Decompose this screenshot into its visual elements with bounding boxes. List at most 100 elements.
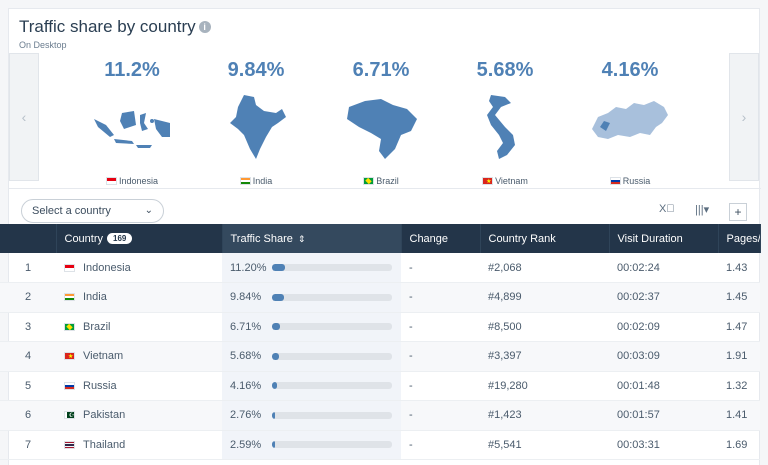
country-rank-cell: #8,500	[480, 312, 609, 342]
brazil-flag-icon	[64, 322, 75, 331]
share-bar-fill	[272, 382, 277, 390]
table-row[interactable]: 4 ★ Vietnam 5.68% - #3,397 00:03:09 1.91	[0, 341, 760, 372]
country-count-badge: 169	[107, 232, 133, 244]
subtitle: On Desktop	[19, 40, 67, 50]
slide-country: Brazil	[319, 176, 443, 186]
title-text: Traffic share by country	[19, 17, 196, 36]
traffic-share-cell: 6.71%	[222, 312, 401, 342]
chevron-down-icon: ⌄	[144, 205, 153, 216]
russia-flag-icon	[609, 177, 621, 185]
slide-share: 9.84%	[227, 59, 285, 81]
brazil-map-icon	[347, 99, 417, 159]
slide-share: 6.71%	[352, 59, 410, 81]
country-select[interactable]: Select a country ⌄	[21, 199, 164, 223]
share-bar	[272, 323, 392, 331]
header-country[interactable]: Country 169	[56, 224, 223, 253]
change-cell: -	[401, 312, 480, 342]
carousel-slide-india[interactable]: 9.84% India	[194, 53, 318, 186]
share-bar	[272, 411, 392, 419]
country-name: Thailand	[83, 438, 126, 451]
page-title: Traffic share by country i	[19, 17, 211, 37]
visit-duration-cell: 00:02:09	[609, 312, 718, 342]
change-cell: -	[401, 430, 480, 460]
row-number: 6	[0, 400, 56, 431]
slide-share: 11.2%	[104, 59, 160, 81]
carousel-next-button[interactable]: ›	[729, 53, 759, 181]
country-carousel: ‹ 11.2% Indonesia 9.84% India 6.71%	[9, 53, 761, 189]
share-value: 2.76%	[230, 409, 262, 422]
table-row[interactable]: 2 India 9.84% - #4,899 00:02:37 1.45	[0, 282, 760, 313]
share-value: 5.68%	[230, 350, 262, 363]
slide-label-text: Russia	[622, 176, 651, 186]
traffic-share-table: Country 169 Traffic Share ⇕ Change Countr…	[0, 224, 761, 460]
indonesia-flag-icon	[105, 177, 117, 185]
header-country-label: Country	[64, 232, 104, 245]
country-cell[interactable]: India	[56, 282, 222, 313]
share-bar	[272, 264, 392, 271]
share-bar-fill	[272, 293, 284, 301]
slide-share: 5.68%	[476, 59, 534, 81]
russia-flag-icon	[64, 381, 75, 390]
share-value: 4.16%	[230, 379, 262, 392]
visit-duration-cell: 00:01:48	[609, 371, 718, 401]
pages-cell: 1.69	[718, 430, 760, 460]
change-cell: -	[401, 400, 480, 431]
table-row[interactable]: 1 Indonesia 11.20% - #2,068 00:02:24 1.4…	[0, 253, 760, 283]
row-number: 3	[0, 312, 56, 342]
carousel-slide-russia[interactable]: 4.16% Russia	[568, 53, 692, 186]
pages-cell: 1.43	[718, 253, 760, 283]
country-rank-cell: #5,541	[480, 430, 609, 460]
header-change[interactable]: Change	[401, 224, 481, 253]
header-rank	[0, 224, 57, 253]
table-row[interactable]: 7 Thailand 2.59% - #5,541 00:03:31 1.69	[0, 430, 760, 460]
table-row[interactable]: 3 Brazil 6.71% - #8,500 00:02:09 1.47	[0, 312, 760, 342]
carousel-prev-button[interactable]: ‹	[9, 53, 39, 181]
country-cell[interactable]: Brazil	[56, 312, 222, 342]
slide-country: Indonesia	[70, 176, 194, 186]
brazil-flag-icon	[363, 177, 375, 185]
traffic-share-cell: 4.16%	[222, 371, 401, 401]
header-pages[interactable]: Pages/	[718, 224, 761, 253]
country-cell[interactable]: Russia	[56, 371, 222, 401]
change-cell: -	[401, 341, 480, 372]
country-name: Indonesia	[83, 261, 131, 274]
slide-country: ★ Vietnam	[443, 176, 567, 186]
country-name: Pakistan	[83, 409, 126, 422]
carousel-slide-indonesia[interactable]: 11.2% Indonesia	[70, 53, 194, 186]
columns-icon[interactable]: |||▾	[695, 204, 710, 216]
visit-duration-cell: 00:01:57	[609, 400, 718, 431]
header-traffic-share[interactable]: Traffic Share ⇕	[222, 224, 402, 253]
chevron-right-icon: ›	[741, 109, 747, 125]
country-cell[interactable]: Thailand	[56, 430, 222, 460]
country-rank-cell: #1,423	[480, 400, 609, 431]
carousel-slide-vietnam[interactable]: 5.68% ★ Vietnam	[443, 53, 567, 186]
pages-cell: 1.47	[718, 312, 760, 342]
info-icon[interactable]: i	[198, 21, 211, 33]
add-button[interactable]: +	[729, 203, 747, 221]
traffic-share-cell: 9.84%	[222, 282, 401, 313]
russia-map-icon	[592, 101, 668, 139]
slide-label-text: Brazil	[376, 176, 399, 186]
change-cell: -	[401, 371, 480, 401]
carousel-slide-brazil[interactable]: 6.71% Brazil	[319, 53, 443, 186]
excel-export-icon[interactable]: X⃞	[659, 203, 675, 215]
india-map-icon	[230, 95, 286, 159]
header-country-rank[interactable]: Country Rank	[480, 224, 610, 253]
slide-country: Russia	[568, 176, 692, 186]
vietnam-map-icon	[487, 95, 515, 159]
share-bar-fill	[272, 352, 279, 360]
country-cell[interactable]: ★ Vietnam	[56, 341, 222, 372]
india-flag-icon	[64, 293, 75, 302]
share-value: 11.20%	[230, 261, 267, 274]
visit-duration-cell: 00:02:24	[609, 253, 718, 283]
header-visit-duration[interactable]: Visit Duration	[609, 224, 719, 253]
table-row[interactable]: 5 Russia 4.16% - #19,280 00:01:48 1.32	[0, 371, 760, 401]
table-row[interactable]: 6 ☪ Pakistan 2.76% - #1,423 00:01:57 1.41	[0, 400, 760, 431]
country-cell[interactable]: ☪ Pakistan	[56, 400, 222, 431]
sort-icon: ⇕	[297, 233, 306, 244]
row-number: 2	[0, 282, 56, 313]
share-bar-fill	[272, 264, 286, 271]
table-header-row: Country 169 Traffic Share ⇕ Change Countr…	[0, 224, 761, 253]
country-cell[interactable]: Indonesia	[56, 253, 222, 283]
share-value: 9.84%	[230, 291, 262, 304]
